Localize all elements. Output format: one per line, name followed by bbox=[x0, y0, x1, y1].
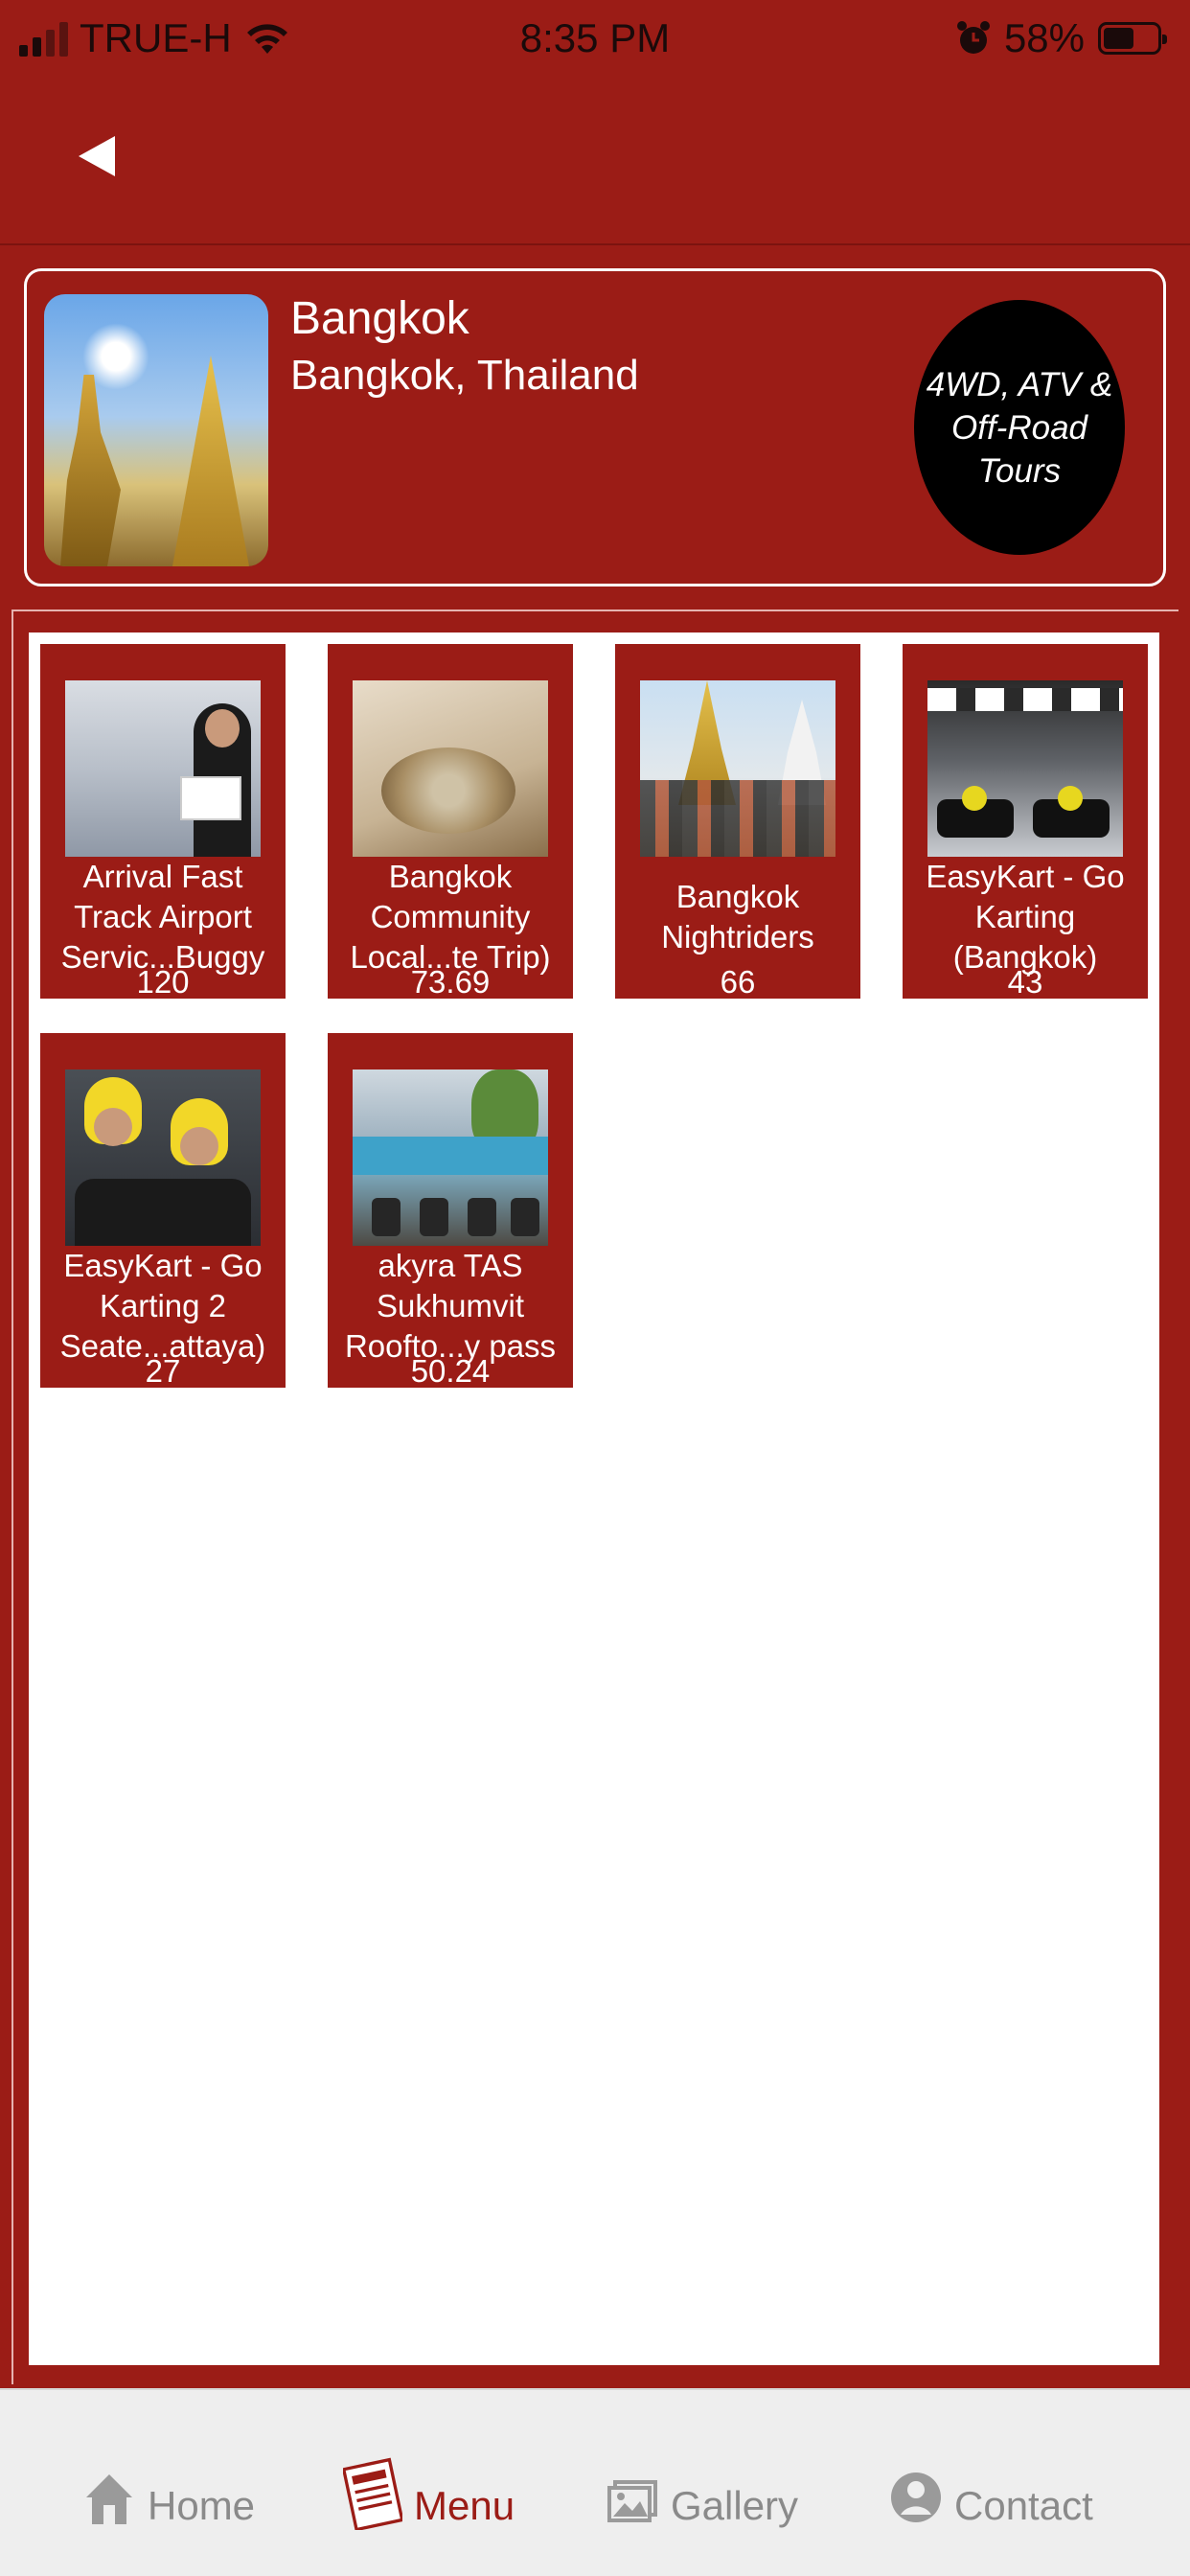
tour-name: Bangkok Nightriders bbox=[661, 879, 814, 954]
tour-card[interactable]: Bangkok Community Local...te Trip) 73.69 bbox=[328, 644, 573, 999]
tab-menu[interactable]: Menu bbox=[343, 2453, 515, 2530]
tour-price: 66 bbox=[720, 964, 756, 1000]
location-image bbox=[44, 294, 268, 566]
tab-gallery[interactable]: Gallery bbox=[606, 2453, 798, 2530]
tab-contact[interactable]: Contact bbox=[889, 2453, 1093, 2530]
wifi-icon bbox=[246, 24, 287, 54]
status-left: TRUE-H bbox=[19, 15, 291, 61]
tour-card[interactable]: EasyKart - Go Karting (Bangkok) 43 bbox=[903, 644, 1148, 999]
battery-icon bbox=[1098, 22, 1167, 55]
location-subtitle: Bangkok, Thailand bbox=[290, 352, 639, 399]
carrier-label: TRUE-H bbox=[80, 15, 232, 60]
tab-home[interactable]: Home bbox=[82, 2453, 255, 2530]
battery-level bbox=[1104, 28, 1134, 49]
navigation-bar bbox=[0, 77, 1190, 245]
tour-image bbox=[927, 680, 1123, 857]
tour-name: akyra TAS Sukhumvit Roofto...y pass bbox=[344, 1248, 557, 1364]
tab-label: Contact bbox=[954, 2483, 1093, 2528]
tour-grid: Arrival Fast Track Airport Servic...Bugg… bbox=[29, 632, 1159, 2365]
tour-name: Bangkok Community Local...te Trip) bbox=[350, 859, 551, 975]
alarm-icon bbox=[956, 21, 990, 54]
home-icon bbox=[86, 2474, 132, 2524]
bottom-tab-bar: Home Menu Gallery Contact bbox=[0, 2388, 1190, 2576]
signal-icon bbox=[19, 20, 68, 57]
tour-card[interactable]: EasyKart - Go Karting 2 Seate...attaya) … bbox=[40, 1033, 286, 1388]
tab-label: Gallery bbox=[671, 2483, 799, 2528]
tour-name: Arrival Fast Track Airport Servic...Bugg… bbox=[60, 859, 265, 975]
tour-card[interactable]: Bangkok Nightriders 66 bbox=[615, 644, 860, 999]
tour-card[interactable]: akyra TAS Sukhumvit Roofto...y pass 50.2… bbox=[328, 1033, 573, 1388]
back-button[interactable] bbox=[77, 134, 125, 188]
tour-name: EasyKart - Go Karting 2 Seate...attaya) bbox=[59, 1248, 266, 1364]
tab-label: Menu bbox=[414, 2483, 515, 2528]
menu-icon bbox=[343, 2457, 402, 2530]
back-arrow-icon bbox=[79, 136, 115, 176]
gallery-icon bbox=[607, 2480, 657, 2522]
tour-name: EasyKart - Go Karting (Bangkok) bbox=[926, 859, 1125, 975]
category-badge[interactable]: 4WD, ATV & Off-Road Tours bbox=[914, 300, 1125, 555]
battery-percent: 58% bbox=[1003, 15, 1085, 60]
tour-image bbox=[65, 680, 261, 857]
location-title: Bangkok bbox=[290, 293, 469, 344]
tour-image bbox=[640, 680, 835, 857]
location-card: Bangkok Bangkok, Thailand 4WD, ATV & Off… bbox=[24, 268, 1166, 586]
tour-image bbox=[353, 680, 548, 857]
tour-price: 50.24 bbox=[410, 1353, 491, 1389]
tour-image bbox=[65, 1070, 261, 1246]
clock: 8:35 PM bbox=[519, 15, 671, 60]
tab-label: Home bbox=[148, 2483, 256, 2528]
tour-price: 120 bbox=[136, 964, 190, 1000]
status-right: 58% bbox=[956, 15, 1167, 61]
tour-price: 73.69 bbox=[410, 964, 491, 1000]
tour-price: 27 bbox=[145, 1353, 181, 1389]
tour-price: 43 bbox=[1007, 964, 1043, 1000]
status-bar: TRUE-H 8:35 PM 58% bbox=[0, 0, 1190, 77]
content-frame bbox=[11, 610, 1179, 2384]
tour-card[interactable]: Arrival Fast Track Airport Servic...Bugg… bbox=[40, 644, 286, 999]
contact-icon bbox=[891, 2472, 941, 2522]
tour-image bbox=[353, 1070, 548, 1246]
